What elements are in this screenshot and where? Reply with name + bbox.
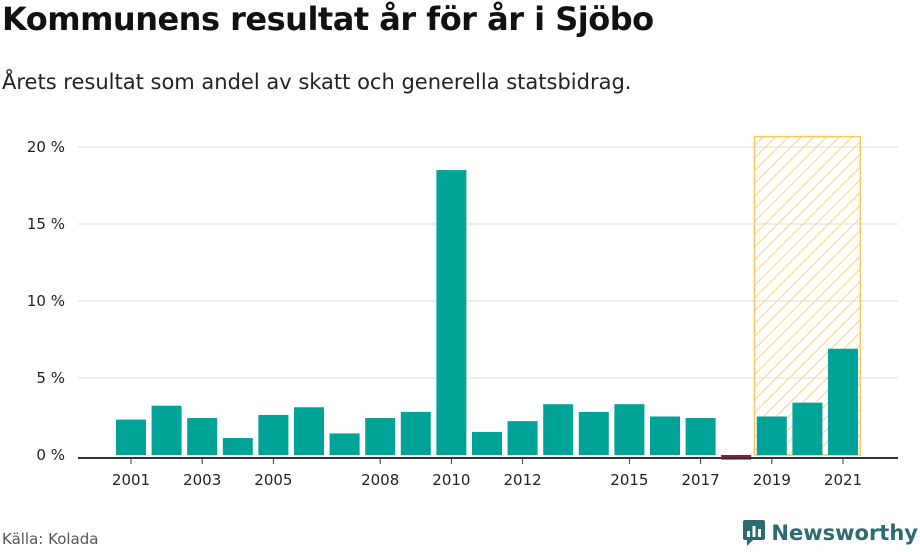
bar — [400, 411, 431, 455]
chart-title: Kommunens resultat år för år i Sjöbo — [2, 0, 654, 38]
source-note: Källa: Kolada — [2, 530, 99, 548]
bar — [436, 170, 467, 455]
x-tick-label: 2005 — [254, 471, 292, 489]
bar — [614, 404, 645, 455]
x-tick-label: 2010 — [432, 471, 470, 489]
chart-subtitle: Årets resultat som andel av skatt och ge… — [2, 70, 632, 94]
brand-logo: Newsworthy — [742, 519, 918, 547]
y-tick-label: 5 % — [36, 369, 65, 387]
bar — [258, 414, 289, 455]
bar — [792, 402, 823, 455]
x-tick-label: 2012 — [504, 471, 542, 489]
bar — [294, 407, 324, 455]
x-tick-label: 2008 — [361, 471, 399, 489]
bar — [151, 405, 182, 455]
bar — [685, 418, 716, 455]
bar — [650, 416, 680, 455]
y-tick-label: 0 % — [36, 446, 65, 464]
bar — [543, 404, 574, 455]
x-tick-label: 2001 — [112, 471, 150, 489]
x-tick-label: 2019 — [753, 471, 791, 489]
brand-name: Newsworthy — [771, 521, 918, 545]
y-tick-label: 20 % — [27, 138, 65, 156]
bar — [365, 418, 396, 455]
bar — [507, 421, 538, 455]
bar — [187, 418, 218, 455]
bar — [828, 348, 858, 455]
bar — [116, 419, 146, 455]
x-tick-label: 2015 — [610, 471, 648, 489]
bar — [578, 411, 609, 455]
y-tick-label: 15 % — [27, 215, 65, 233]
bar — [329, 433, 360, 455]
newsworthy-logo-icon — [743, 520, 766, 546]
bar — [222, 438, 253, 455]
x-tick-label: 2003 — [183, 471, 221, 489]
bar — [472, 431, 502, 455]
x-tick-label: 2017 — [682, 471, 720, 489]
bar — [756, 416, 787, 455]
y-tick-label: 10 % — [27, 292, 65, 310]
x-tick-label: 2021 — [824, 471, 862, 489]
bar-chart: 0 % 5 % 10 % 15 % 20 % 2001 2003 2005 2008 2010 20… — [27, 135, 898, 489]
